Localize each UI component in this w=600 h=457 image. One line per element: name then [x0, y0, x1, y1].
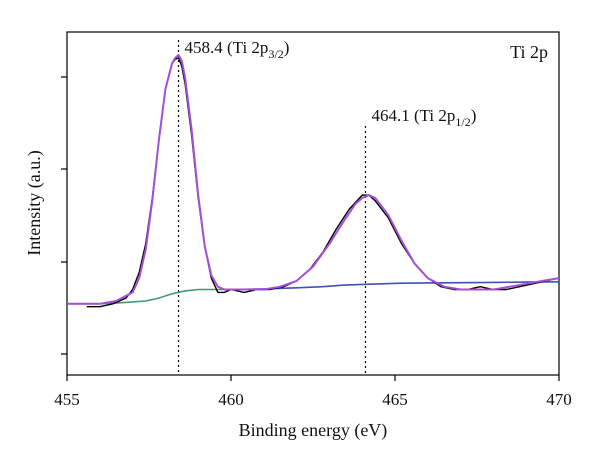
panel-label: Ti 2p — [510, 42, 548, 62]
plot-frame — [66, 31, 560, 376]
x-tick-label: 465 — [382, 390, 408, 409]
series-group — [67, 54, 560, 308]
y-axis-title: Intensity (a.u.) — [24, 150, 45, 255]
x-axis-ticks: 455 460 465 470 — [54, 375, 572, 409]
series-fit-envelope — [67, 54, 560, 305]
y-axis-ticks — [61, 76, 67, 355]
peak-annotation-label: 458.4 (Ti 2p3/2) — [185, 38, 290, 61]
x-axis-title: Binding energy (eV) — [239, 420, 388, 441]
series-measured — [86, 57, 560, 308]
series-background-2 — [230, 281, 560, 291]
x-tick-label: 460 — [218, 390, 244, 409]
peak-annotation-label: 464.1 (Ti 2p1/2) — [371, 106, 476, 129]
series-background-1 — [67, 288, 231, 305]
x-tick-label: 455 — [54, 390, 80, 409]
peak-annotations: 458.4 (Ti 2p3/2) 464.1 (Ti 2p1/2) — [185, 38, 477, 129]
peak-guides — [177, 40, 367, 375]
x-tick-label: 470 — [546, 390, 572, 409]
